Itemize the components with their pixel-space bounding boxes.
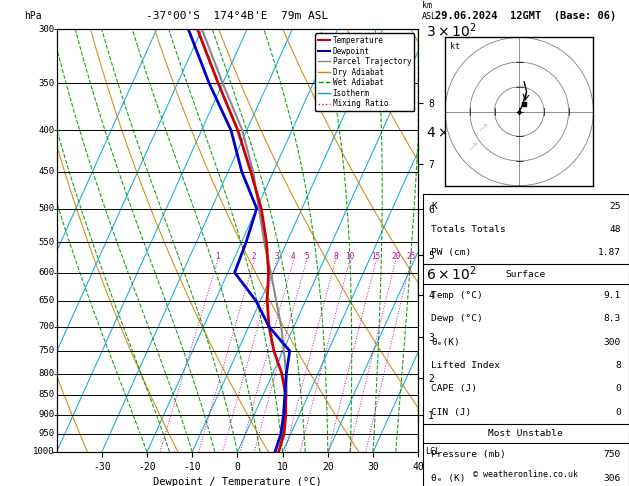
Text: 800: 800 [38, 369, 54, 378]
Text: km
ASL: km ASL [422, 1, 437, 21]
Text: 8: 8 [333, 252, 338, 260]
Text: 850: 850 [38, 390, 54, 399]
Text: K: K [431, 202, 437, 210]
Text: 1.87: 1.87 [598, 248, 621, 257]
Text: 300: 300 [603, 338, 621, 347]
Text: 8.3: 8.3 [603, 314, 621, 323]
Text: Lifted Index: Lifted Index [431, 361, 500, 370]
Text: Temp (°C): Temp (°C) [431, 291, 482, 300]
Text: θₑ(K): θₑ(K) [431, 338, 460, 347]
Text: Pressure (mb): Pressure (mb) [431, 451, 506, 459]
Text: 550: 550 [38, 238, 54, 246]
Text: 10: 10 [345, 252, 354, 260]
Text: Dewp (°C): Dewp (°C) [431, 314, 482, 323]
Text: 500: 500 [38, 204, 54, 213]
Text: 300: 300 [38, 25, 54, 34]
Text: 350: 350 [38, 79, 54, 88]
Text: PW (cm): PW (cm) [431, 248, 471, 257]
Text: -37°00'S  174°4B'E  79m ASL: -37°00'S 174°4B'E 79m ASL [147, 11, 328, 21]
Text: 25: 25 [406, 252, 416, 260]
Text: kt: kt [450, 42, 460, 51]
Text: 750: 750 [38, 347, 54, 355]
Text: 20: 20 [391, 252, 400, 260]
Text: 1000: 1000 [33, 448, 54, 456]
Text: CIN (J): CIN (J) [431, 408, 471, 417]
Text: θₑ (K): θₑ (K) [431, 474, 465, 483]
Text: LCL: LCL [425, 448, 440, 456]
Text: 450: 450 [38, 167, 54, 176]
Text: 48: 48 [610, 225, 621, 234]
Text: CAPE (J): CAPE (J) [431, 384, 477, 393]
Text: 306: 306 [603, 474, 621, 483]
Text: $\nearrow$: $\nearrow$ [465, 141, 478, 154]
Text: 1: 1 [215, 252, 220, 260]
Text: © weatheronline.co.uk: © weatheronline.co.uk [474, 469, 578, 479]
Text: 700: 700 [38, 322, 54, 331]
Text: Surface: Surface [506, 270, 546, 278]
Text: 15: 15 [372, 252, 381, 260]
Text: Most Unstable: Most Unstable [489, 429, 563, 438]
Text: 650: 650 [38, 296, 54, 305]
Text: 3: 3 [274, 252, 279, 260]
Text: 2: 2 [252, 252, 257, 260]
Text: 0: 0 [615, 384, 621, 393]
Text: 29.06.2024  12GMT  (Base: 06): 29.06.2024 12GMT (Base: 06) [435, 11, 616, 21]
Text: 8: 8 [615, 361, 621, 370]
X-axis label: Dewpoint / Temperature (°C): Dewpoint / Temperature (°C) [153, 477, 322, 486]
Legend: Temperature, Dewpoint, Parcel Trajectory, Dry Adiabat, Wet Adiabat, Isotherm, Mi: Temperature, Dewpoint, Parcel Trajectory… [315, 33, 415, 111]
Text: 25: 25 [610, 202, 621, 210]
Text: 0: 0 [615, 408, 621, 417]
Text: $\nearrow$: $\nearrow$ [475, 122, 488, 134]
Text: 4: 4 [291, 252, 296, 260]
Text: 400: 400 [38, 126, 54, 135]
Text: 900: 900 [38, 411, 54, 419]
Text: hPa: hPa [24, 11, 42, 21]
Text: Totals Totals: Totals Totals [431, 225, 506, 234]
Text: 9.1: 9.1 [603, 291, 621, 300]
Text: 950: 950 [38, 430, 54, 438]
Text: 600: 600 [38, 268, 54, 277]
Text: 5: 5 [304, 252, 309, 260]
Text: 750: 750 [603, 451, 621, 459]
